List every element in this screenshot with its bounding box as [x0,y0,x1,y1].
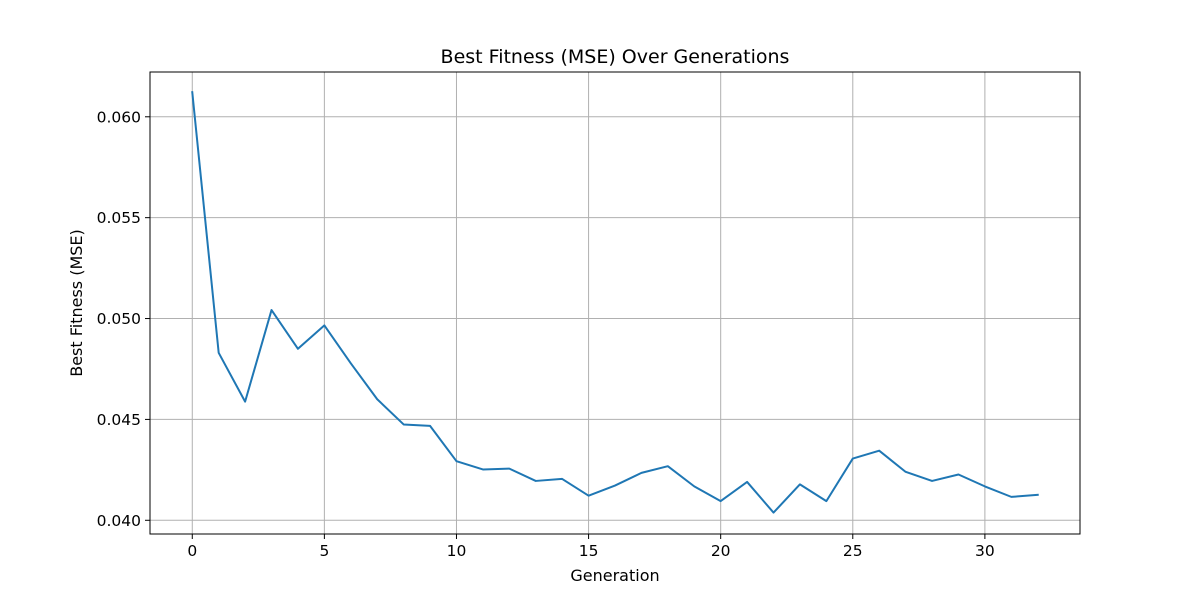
y-tick-label: 0.040 [97,512,141,530]
chart-title: Best Fitness (MSE) Over Generations [441,46,790,68]
plot-frame [149,71,1081,535]
x-tick-label: 10 [447,542,467,560]
axis-ticks: 0 5 10 15 20 25 30 0.040 0.045 0.050 0.055 0.060 [97,108,995,560]
x-tick-label: 30 [975,542,995,560]
y-tick-label: 0.045 [97,411,141,429]
grid-lines [150,72,1080,534]
series-group [191,91,1039,514]
y-tick-label: 0.050 [97,310,141,328]
x-tick-label: 15 [579,542,599,560]
series-line [191,91,1039,514]
y-tick-label: 0.055 [97,209,141,227]
x-tick-label: 25 [843,542,863,560]
x-tick-label: 5 [319,542,329,560]
y-tick-label: 0.060 [97,108,141,126]
x-tick-label: 0 [187,542,197,560]
x-axis-label: Generation [570,566,659,585]
x-tick-label: 20 [711,542,731,560]
y-axis-label: Best Fitness (MSE) [67,229,86,377]
